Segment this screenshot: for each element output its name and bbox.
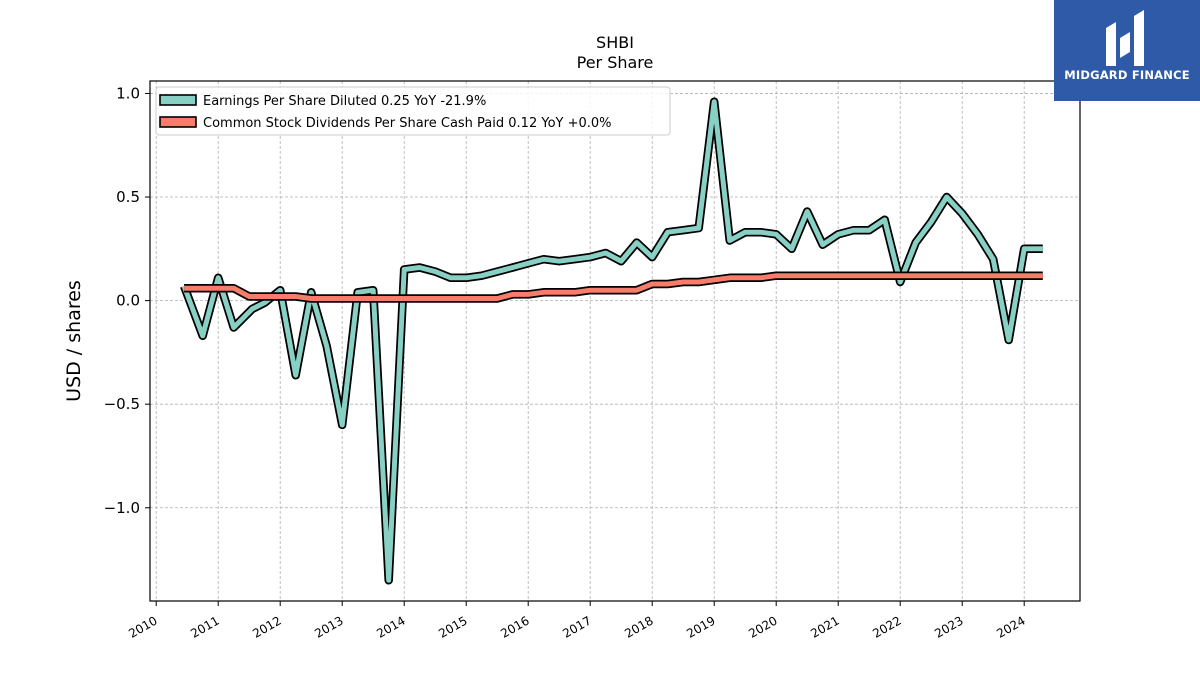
chart-title: SHBI (596, 33, 634, 52)
series-line-outline-0 (180, 97, 1043, 585)
y-tick-label: −1.0 (104, 499, 140, 517)
legend: Earnings Per Share Diluted 0.25 YoY -21.… (155, 86, 671, 136)
logo-mark-icon (1106, 10, 1144, 66)
x-tick-label: 2014 (374, 613, 407, 640)
x-tick-label: 2022 (870, 613, 903, 640)
legend-box (155, 86, 671, 136)
series-line-1 (184, 273, 1043, 301)
legend-label-1: Common Stock Dividends Per Share Cash Pa… (203, 116, 612, 131)
brand-logo: MIDGARD FINANCE (1054, 0, 1200, 101)
y-tick-label: 1.0 (116, 84, 140, 102)
chart-subtitle: Per Share (577, 53, 654, 72)
legend-swatch-0 (159, 94, 197, 106)
x-tick-label: 2011 (188, 613, 221, 640)
y-tick-label: 0.5 (116, 188, 140, 206)
x-tick-label: 2013 (312, 613, 345, 640)
x-tick-label: 2024 (994, 613, 1027, 640)
x-tick-label: 2019 (684, 613, 717, 640)
x-tick-label: 2012 (250, 613, 283, 640)
legend-swatch-1 (159, 116, 197, 128)
series-line-0 (181, 99, 1043, 583)
x-tick-label: 2020 (746, 613, 779, 640)
y-tick-label: −0.5 (104, 395, 140, 413)
x-tick-label: 2010 (126, 613, 159, 640)
x-tick-label: 2023 (932, 613, 965, 640)
logo-text: MIDGARD FINANCE (1064, 68, 1190, 82)
x-tick-label: 2015 (436, 613, 469, 640)
plot-frame (149, 80, 1081, 602)
x-tick-label: 2017 (560, 613, 593, 640)
series-layer (180, 97, 1043, 585)
y-tick-label: 0.0 (116, 292, 140, 310)
legend-label-0: Earnings Per Share Diluted 0.25 YoY -21.… (203, 94, 486, 109)
axis-ticks: 2010 2011 2012 2013 2014 2015 2016 2017 2018 2019… (104, 84, 1028, 640)
x-tick-label: 2018 (622, 613, 655, 640)
x-tick-label: 2016 (498, 613, 531, 640)
series-line-outline-1 (184, 271, 1043, 303)
x-tick-label: 2021 (808, 613, 841, 640)
y-axis-label: USD / shares (63, 280, 85, 402)
